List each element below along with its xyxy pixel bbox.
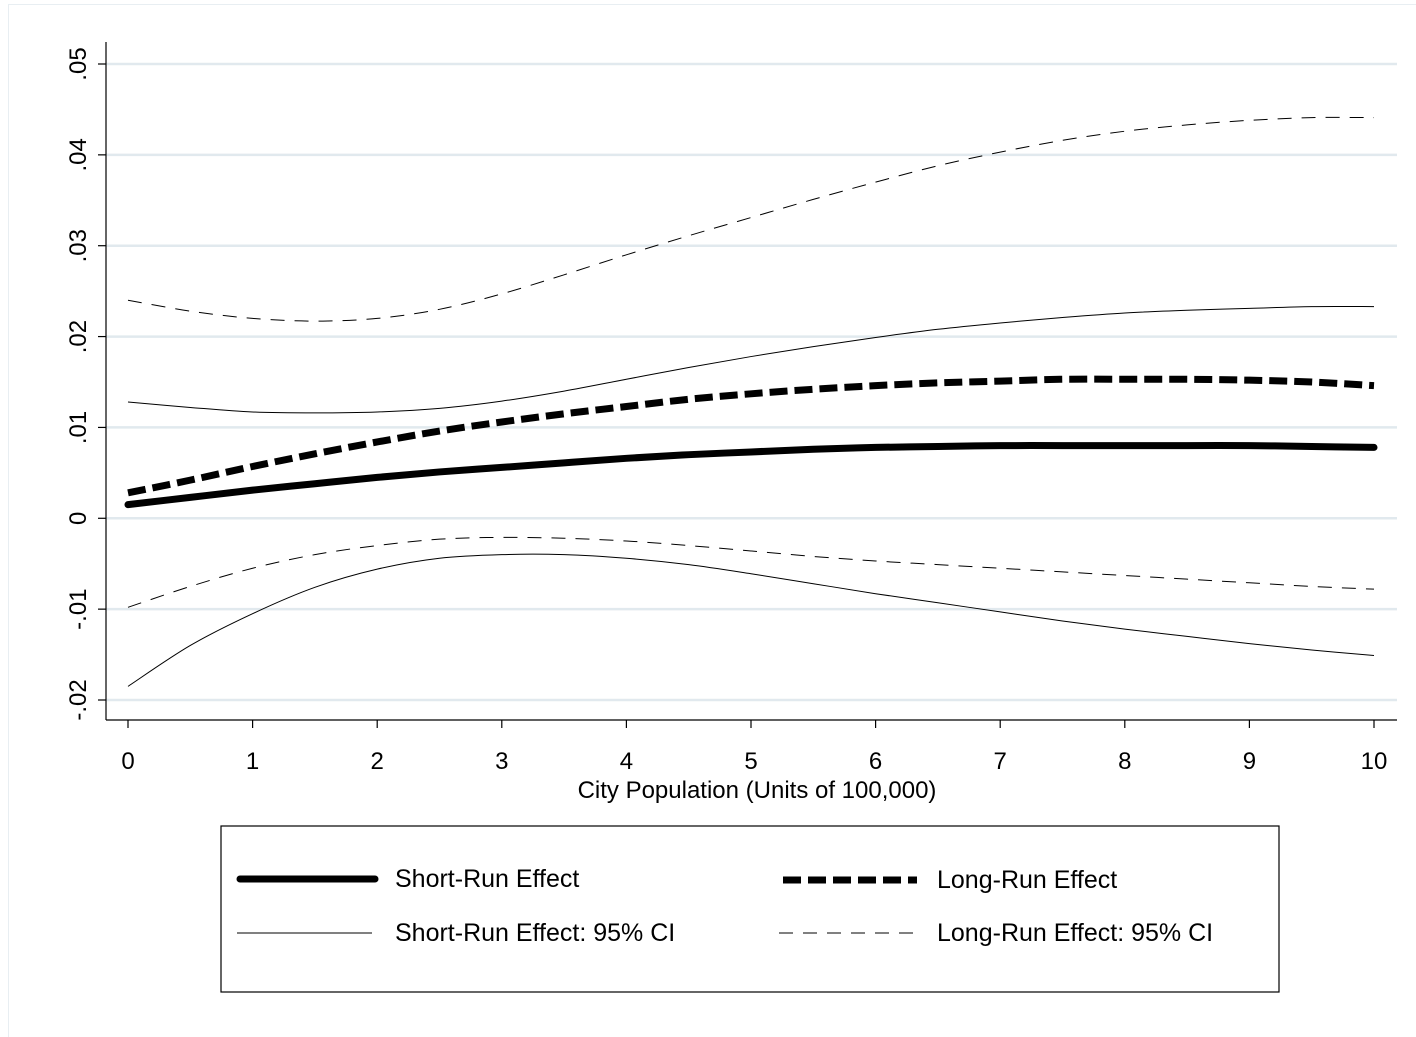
legend: Short-Run Effect Long-Run Effect Short-Run… — [220, 825, 1280, 993]
series-line-thin-solid — [127, 553, 1375, 687]
series-line-thick-solid — [124, 442, 1378, 509]
series-line-thin-dash — [127, 116, 1375, 322]
legend-label: Short-Run Effect: 95% CI — [395, 919, 675, 947]
series-line-thin-solid — [127, 305, 1375, 414]
x-axis-label: City Population (Units of 100,000) — [578, 777, 937, 804]
x-tick-label: 6 — [869, 748, 882, 775]
y-tick-label: 0 — [65, 512, 92, 525]
legend-label: Short-Run Effect — [395, 865, 579, 893]
y-tick-label: .04 — [65, 138, 92, 171]
legend-label: Long-Run Effect — [937, 866, 1117, 894]
y-tick-label: .02 — [65, 320, 92, 353]
series-lines — [124, 116, 1378, 687]
x-tick-label: 4 — [620, 748, 633, 775]
x-tick-label: 3 — [495, 748, 508, 775]
x-tick-label: 10 — [1361, 748, 1388, 775]
series-line-thin-dash — [127, 536, 1375, 608]
series-line-thick-dash — [127, 375, 1375, 497]
x-tick-label: 1 — [246, 748, 259, 775]
y-tick-label: .03 — [65, 229, 92, 262]
y-ticks: -.02 -.01 0 .01 .02 .03 .04 .05 — [65, 47, 106, 721]
x-tick-label: 8 — [1118, 748, 1131, 775]
x-tick-label: 0 — [121, 748, 134, 775]
x-tick-label: 7 — [994, 748, 1007, 775]
y-tick-label: .05 — [65, 47, 92, 80]
y-tick-label: -.02 — [65, 679, 92, 720]
legend-box — [220, 825, 1280, 993]
y-tick-label: -.01 — [65, 588, 92, 629]
gridlines — [106, 62, 1397, 702]
y-tick-label: .01 — [65, 411, 92, 444]
x-ticks: 0 1 2 3 4 5 6 7 8 9 10 — [121, 720, 1387, 775]
chart-frame — [8, 4, 1416, 1037]
legend-label: Long-Run Effect: 95% CI — [937, 919, 1213, 947]
x-tick-label: 5 — [744, 748, 757, 775]
x-tick-label: 9 — [1243, 748, 1256, 775]
x-tick-label: 2 — [371, 748, 384, 775]
